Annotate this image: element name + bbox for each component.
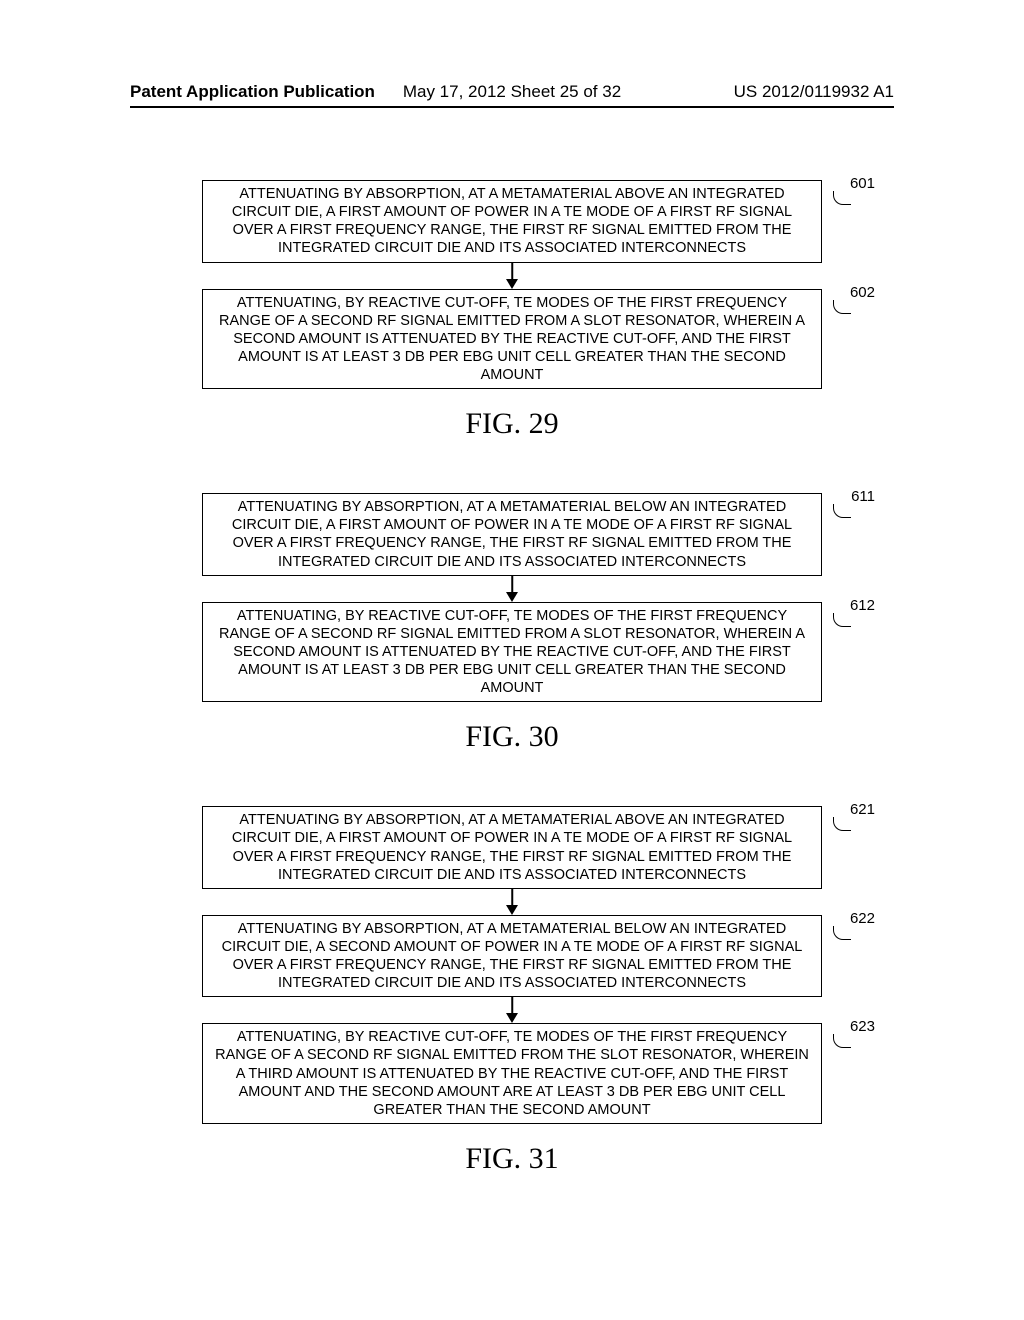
flowchart-box: ATTENUATING BY ABSORPTION, AT A METAMATE… <box>202 806 822 889</box>
reference-numeral: 621 <box>850 801 875 820</box>
box-text: ATTENUATING, BY REACTIVE CUT-OFF, TE MOD… <box>219 295 805 384</box>
arrow-down-icon <box>202 997 822 1023</box>
reference-hook <box>833 300 851 314</box>
figure-label: FIG. 29 <box>168 407 856 441</box>
reference-hook <box>833 504 851 518</box>
reference-numeral: 612 <box>850 597 875 616</box>
box-text: ATTENUATING BY ABSORPTION, AT A METAMATE… <box>222 921 803 991</box>
header-rule <box>130 106 894 108</box>
flowchart-box: ATTENUATING, BY REACTIVE CUT-OFF, TE MOD… <box>202 1023 822 1124</box>
page-header: Patent Application Publication May 17, 2… <box>0 82 1024 102</box>
flowchart-box: ATTENUATING, BY REACTIVE CUT-OFF, TE MOD… <box>202 602 822 703</box>
figure-label: FIG. 30 <box>168 720 856 754</box>
flowchart-box: ATTENUATING BY ABSORPTION, AT A METAMATE… <box>202 493 822 576</box>
reference-hook <box>833 613 851 627</box>
box-text: ATTENUATING, BY REACTIVE CUT-OFF, TE MOD… <box>215 1029 809 1118</box>
reference-hook <box>833 191 851 205</box>
arrow-down-icon <box>202 263 822 289</box>
reference-numeral: 622 <box>850 910 875 929</box>
flowchart-box: ATTENUATING BY ABSORPTION, AT A METAMATE… <box>202 915 822 998</box>
flowchart-box: ATTENUATING BY ABSORPTION, AT A METAMATE… <box>202 180 822 263</box>
reference-hook <box>833 817 851 831</box>
figure-29: ATTENUATING BY ABSORPTION, AT A METAMATE… <box>168 180 856 441</box>
reference-numeral: 623 <box>850 1018 875 1037</box>
header-right: US 2012/0119932 A1 <box>734 82 894 102</box>
header-left: Patent Application Publication <box>130 82 375 102</box>
arrow-down-icon <box>202 576 822 602</box>
header-center: May 17, 2012 Sheet 25 of 32 <box>403 82 621 102</box>
box-text: ATTENUATING BY ABSORPTION, AT A METAMATE… <box>232 499 792 569</box>
figure-label: FIG. 31 <box>168 1142 856 1176</box>
box-text: ATTENUATING, BY REACTIVE CUT-OFF, TE MOD… <box>219 608 805 697</box>
arrow-down-icon <box>202 889 822 915</box>
reference-numeral: 611 <box>851 488 875 507</box>
figure-31: ATTENUATING BY ABSORPTION, AT A METAMATE… <box>168 806 856 1176</box>
flowchart-box: ATTENUATING, BY REACTIVE CUT-OFF, TE MOD… <box>202 289 822 390</box>
reference-numeral: 601 <box>850 175 875 194</box>
reference-hook <box>833 1034 851 1048</box>
box-text: ATTENUATING BY ABSORPTION, AT A METAMATE… <box>232 186 792 256</box>
figure-30: ATTENUATING BY ABSORPTION, AT A METAMATE… <box>168 493 856 754</box>
reference-hook <box>833 926 851 940</box>
reference-numeral: 602 <box>850 284 875 303</box>
box-text: ATTENUATING BY ABSORPTION, AT A METAMATE… <box>232 812 792 882</box>
page-content: ATTENUATING BY ABSORPTION, AT A METAMATE… <box>0 180 1024 1228</box>
